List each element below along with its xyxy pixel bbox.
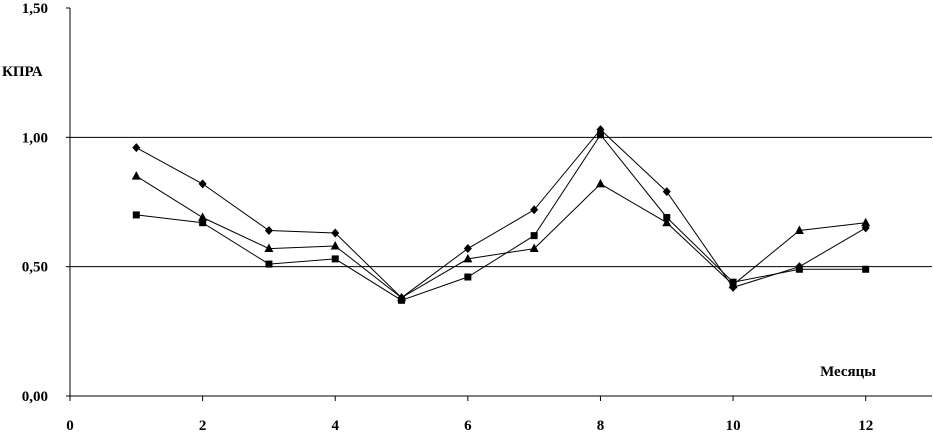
y-tick-label: 1,00 [22, 130, 48, 146]
data-point [331, 255, 339, 263]
data-point [265, 260, 273, 268]
data-point [861, 217, 871, 227]
data-point [728, 279, 738, 289]
series-line [136, 128, 866, 299]
data-point [663, 214, 671, 222]
y-tick-label: 0,50 [22, 260, 48, 276]
x-axis-ticks: 0 2 4 6 8 10 12 [66, 396, 873, 433]
data-point [397, 292, 407, 302]
x-tick-label: 4 [331, 418, 339, 433]
y-axis-label: КПРА [2, 64, 43, 80]
series [131, 125, 871, 304]
data-point [264, 243, 274, 253]
data-point [795, 265, 803, 273]
data-point [463, 244, 472, 254]
data-point [662, 187, 671, 197]
data-point [132, 211, 140, 219]
data-point [463, 253, 473, 263]
x-tick-label: 8 [597, 418, 605, 433]
data-point [199, 219, 207, 227]
series-triangle [131, 171, 871, 302]
series-square [132, 131, 870, 304]
data-point [131, 171, 141, 180]
data-point [464, 273, 472, 281]
data-point [198, 212, 208, 222]
x-axis-label: Месяцы [820, 364, 876, 380]
x-tick-label: 12 [858, 418, 873, 433]
series-diamond [132, 125, 870, 303]
y-tick-label: 1,50 [22, 1, 48, 17]
x-tick-label: 0 [66, 418, 74, 433]
x-tick-label: 2 [199, 418, 207, 433]
series-line [136, 133, 866, 301]
data-point [794, 225, 804, 234]
y-tick-label: 0,00 [22, 389, 48, 405]
data-point [530, 205, 539, 215]
gridlines [70, 136, 932, 268]
data-point [862, 265, 870, 273]
data-point [595, 178, 605, 188]
data-point [132, 143, 141, 153]
data-point [198, 179, 207, 189]
data-point [331, 228, 340, 238]
data-point [264, 225, 273, 235]
data-point [529, 243, 539, 253]
data-point [596, 131, 604, 139]
data-point [530, 232, 538, 240]
series-line [136, 175, 866, 299]
y-axis-ticks: 0,00 0,50 1,00 1,50 [22, 1, 70, 405]
data-point [330, 240, 340, 250]
axes [69, 8, 932, 397]
x-tick-label: 6 [464, 418, 472, 433]
x-tick-label: 10 [726, 418, 741, 433]
data-point [662, 217, 672, 227]
